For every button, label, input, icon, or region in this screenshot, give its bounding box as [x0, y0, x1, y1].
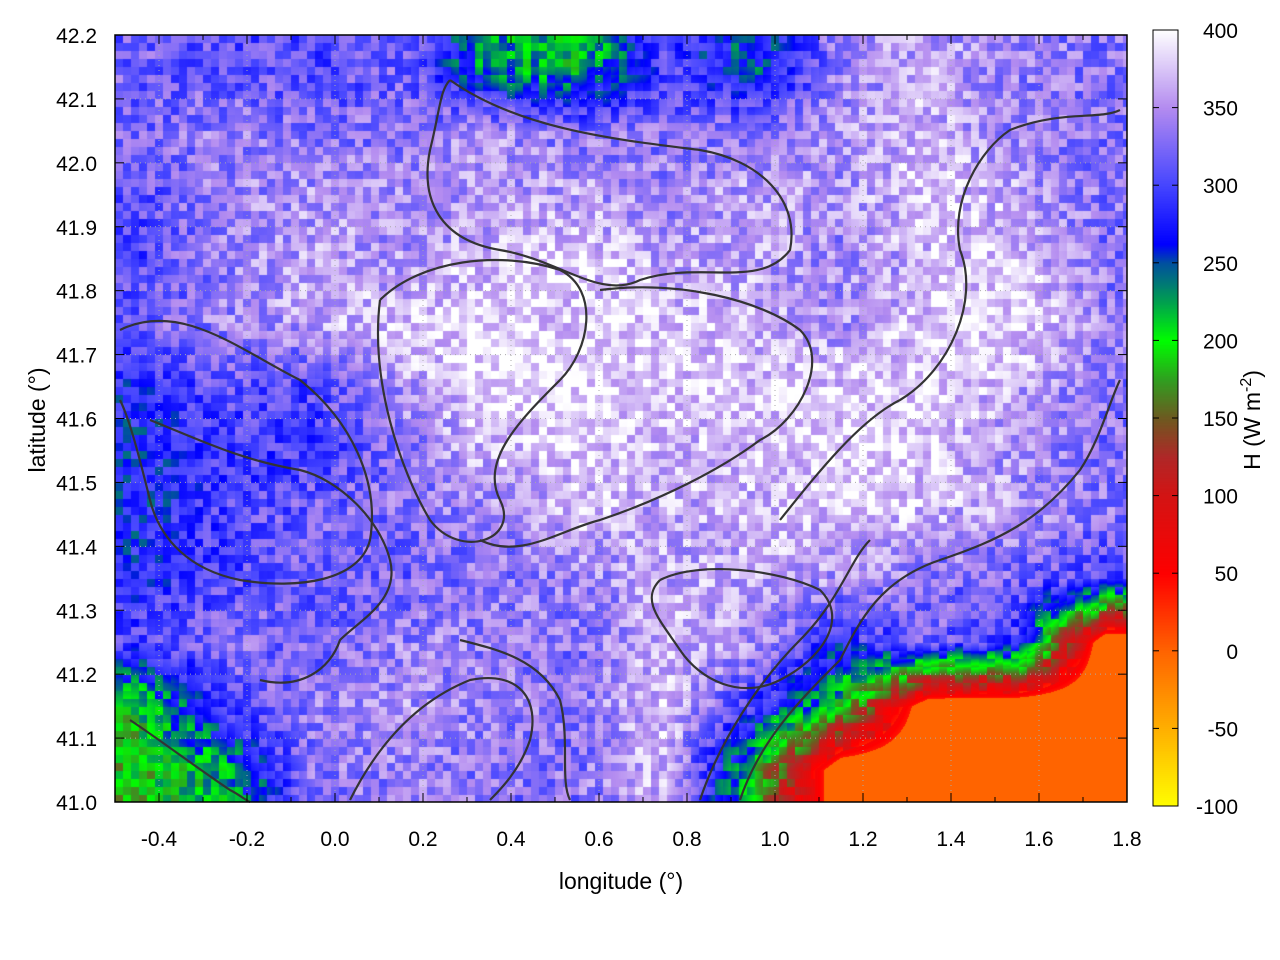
- colorbar-tick-labels: -100 -50 0 50 100 150 200 250 300 350 400: [1196, 20, 1238, 819]
- contour-line: [129, 719, 251, 804]
- x-tick-label: -0.2: [229, 828, 265, 851]
- colorbar-tick-label: -50: [1208, 718, 1238, 741]
- x-tick-label: 0.4: [496, 828, 526, 851]
- contour-line: [650, 568, 834, 690]
- colorbar-label: H (W m-2): [1238, 370, 1265, 470]
- contour-line: [149, 418, 393, 684]
- contour-line: [698, 539, 871, 801]
- colorbar-tick-label: 200: [1203, 330, 1238, 353]
- y-tick-label: 41.0: [56, 792, 97, 815]
- contour-line: [779, 109, 1121, 521]
- y-tick-label: 41.3: [56, 600, 97, 623]
- x-tick-label: 1.0: [760, 828, 789, 851]
- colorbar-tick-label: 100: [1203, 486, 1238, 509]
- x-tick-label: 1.8: [1112, 828, 1141, 851]
- colorbar-tick-label: 350: [1203, 98, 1238, 121]
- y-tick-label: 41.7: [56, 345, 97, 368]
- y-tick-label: 41.8: [56, 281, 97, 304]
- y-tick-label: 41.9: [56, 217, 97, 240]
- colorbar-tick-label: 300: [1203, 175, 1238, 198]
- colorbar-tick-label: 0: [1226, 641, 1238, 664]
- x-tick-label: 0.6: [584, 828, 613, 851]
- colorbar-tick-label: -100: [1196, 796, 1238, 819]
- x-tick-label: 1.4: [936, 828, 966, 851]
- contour-line: [459, 638, 571, 801]
- x-tick-labels: -0.4 -0.2 0.0 0.2 0.4 0.6 0.8 1.0 1.2 1.4 1.6 1.8: [141, 828, 1142, 851]
- x-tick-label: 1.6: [1024, 828, 1053, 851]
- colorbar-frame: [1152, 29, 1179, 807]
- x-tick-label: 0.0: [320, 828, 349, 851]
- x-axis-label: longitude (°): [559, 868, 683, 894]
- grid: [115, 35, 1128, 802]
- y-tick-label: 41.4: [56, 536, 97, 559]
- contour-line: [376, 258, 588, 543]
- y-tick-label: 41.5: [56, 472, 97, 495]
- colorbar-tick-label: 400: [1203, 20, 1238, 43]
- y-tick-label: 41.6: [56, 409, 97, 432]
- contour-lines: [119, 79, 1121, 804]
- contour-line: [349, 677, 534, 801]
- y-tick-label: 42.0: [56, 153, 97, 176]
- contour-line: [426, 79, 793, 287]
- contour-line: [479, 286, 814, 548]
- contour-line: [738, 379, 1121, 801]
- y-tick-label: 41.2: [56, 664, 97, 687]
- y-tick-labels: 41.0 41.1 41.2 41.3 41.4 41.5 41.6 41.7 41.8 41.9…: [56, 25, 97, 815]
- y-axis-label: latitude (°): [24, 367, 50, 472]
- x-tick-label: 0.2: [408, 828, 437, 851]
- colorbar-tick-label: 50: [1215, 563, 1238, 586]
- y-tick-label: 42.1: [56, 89, 97, 112]
- colorbar-tick-label: 250: [1203, 253, 1238, 276]
- x-tick-label: 0.8: [672, 828, 701, 851]
- y-tick-label: 41.1: [56, 728, 97, 751]
- axis-ticks: [114, 29, 1178, 807]
- x-tick-label: 1.2: [848, 828, 877, 851]
- colorbar-tick-label: 150: [1203, 408, 1238, 431]
- y-tick-label: 42.2: [56, 25, 97, 48]
- x-tick-label: -0.4: [141, 828, 178, 851]
- contour-line: [119, 319, 373, 585]
